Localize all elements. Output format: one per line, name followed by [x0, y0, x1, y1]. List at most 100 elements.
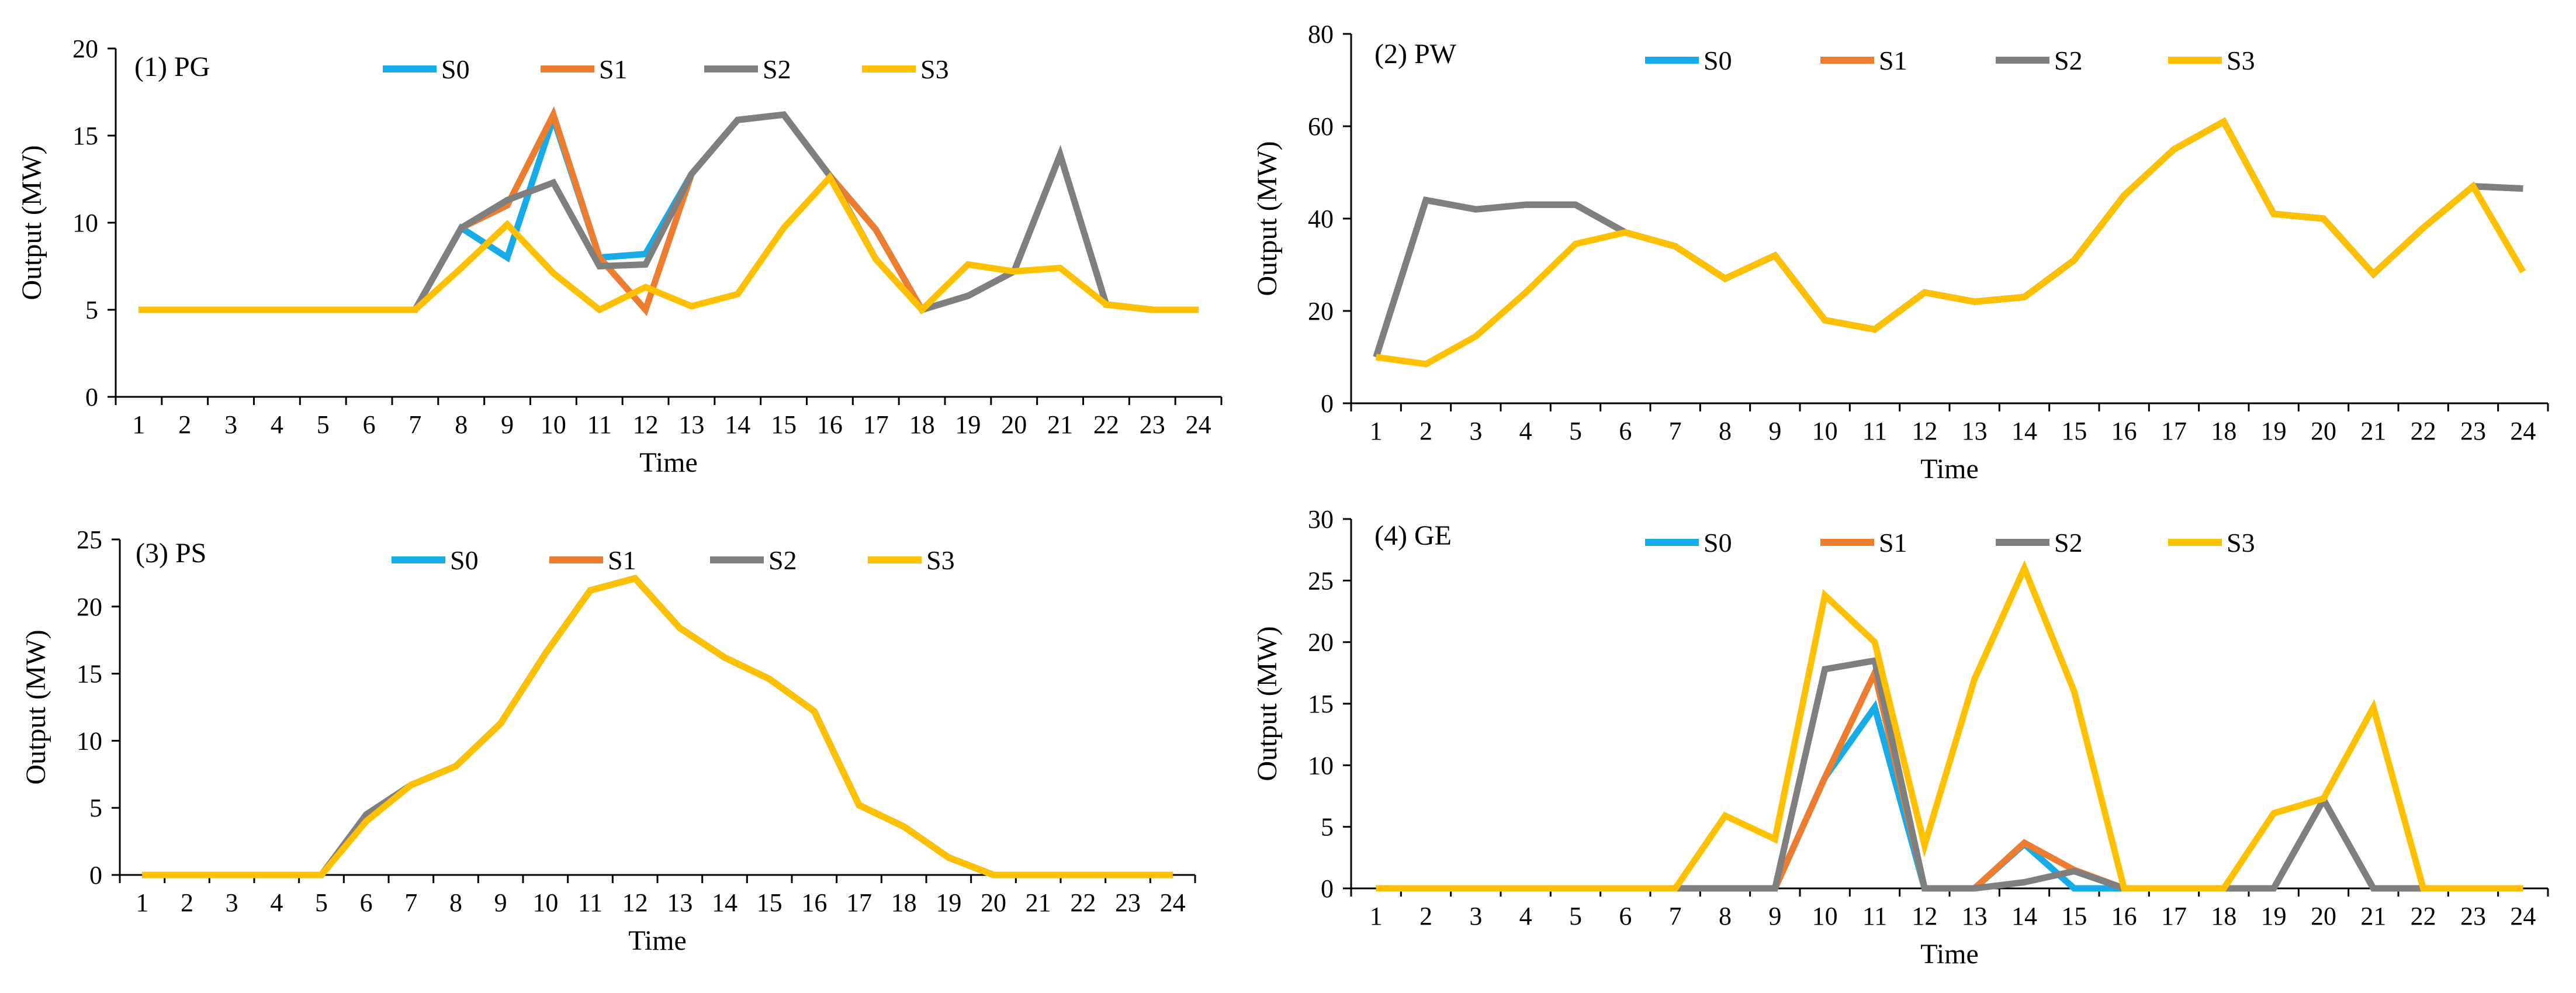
y-tick-label: 5	[1321, 813, 1334, 842]
x-tick-label: 4	[270, 888, 283, 917]
y-tick-label: 30	[1308, 505, 1334, 534]
x-tick-label: 8	[1719, 902, 1732, 930]
series-line-s2	[1373, 117, 2523, 358]
x-tick-label: 17	[2161, 417, 2187, 445]
x-tick-label: 17	[863, 410, 889, 439]
x-tick-label: 10	[1812, 902, 1838, 930]
y-axis-label: Output (MW)	[1252, 626, 1283, 781]
y-axis-label: Output (MW)	[1252, 141, 1283, 296]
x-tick-label: 23	[2460, 902, 2486, 930]
y-tick-label: 15	[1308, 690, 1334, 718]
chart-title: (4) GE	[1374, 520, 1452, 551]
x-tick-label: 1	[136, 888, 148, 917]
x-tick-label: 23	[1115, 888, 1141, 917]
y-tick-label: 0	[89, 861, 102, 890]
x-tick-label: 12	[633, 410, 659, 439]
x-tick-label: 1	[1370, 417, 1383, 445]
x-tick-label: 1	[1370, 902, 1383, 930]
series-line-s3	[1376, 560, 2523, 892]
legend-label-s3: S3	[2227, 528, 2255, 558]
x-tick-label: 22	[2411, 902, 2436, 930]
series-line-s0	[1373, 117, 2523, 358]
x-tick-label: 4	[271, 410, 283, 439]
y-tick-label: 20	[72, 34, 98, 63]
legend-label-s3: S3	[920, 54, 949, 84]
x-tick-label: 21	[2360, 902, 2386, 930]
y-tick-label: 5	[89, 794, 102, 822]
x-tick-label: 17	[2161, 902, 2187, 930]
x-axis-label: Time	[628, 925, 687, 956]
x-tick-label: 7	[1669, 417, 1682, 445]
legend-label-s1: S1	[599, 54, 628, 84]
x-tick-label: 12	[1912, 417, 1937, 445]
x-tick-label: 13	[678, 410, 704, 439]
x-tick-label: 1	[132, 410, 145, 439]
legend-label-s1: S1	[1879, 528, 1907, 558]
y-tick-label: 10	[1308, 751, 1334, 780]
x-tick-label: 23	[1140, 410, 1165, 439]
y-tick-label: 0	[85, 383, 98, 411]
x-tick-label: 3	[226, 888, 238, 917]
x-tick-label: 15	[757, 888, 783, 917]
y-axis-label: Output (MW)	[16, 145, 47, 300]
legend-label-s2: S2	[763, 54, 791, 84]
x-tick-label: 11	[578, 888, 603, 917]
x-tick-label: 24	[1186, 410, 1211, 439]
x-tick-label: 24	[2510, 902, 2536, 930]
x-tick-label: 14	[712, 888, 738, 917]
x-axis-label: Time	[1920, 939, 1979, 970]
legend-label-s2: S2	[768, 545, 797, 575]
x-tick-label: 5	[317, 410, 330, 439]
x-tick-label: 4	[1519, 902, 1532, 930]
x-axis-label: Time	[1920, 454, 1979, 485]
x-tick-label: 19	[955, 410, 981, 439]
x-tick-label: 3	[1469, 902, 1482, 930]
legend-label-s3: S3	[926, 545, 955, 575]
y-tick-label: 15	[72, 122, 98, 150]
legend-label-s1: S1	[608, 545, 636, 575]
x-tick-label: 23	[2460, 417, 2486, 445]
x-tick-label: 8	[1719, 417, 1732, 445]
x-tick-label: 2	[178, 410, 191, 439]
series-line-s1	[142, 575, 1173, 878]
y-tick-label: 20	[1308, 628, 1334, 657]
x-tick-label: 24	[1160, 888, 1186, 917]
x-tick-label: 24	[2510, 417, 2536, 445]
x-tick-label: 18	[2211, 417, 2236, 445]
x-tick-label: 5	[1569, 417, 1582, 445]
x-tick-label: 9	[1768, 902, 1781, 930]
legend-label-s0: S0	[450, 545, 479, 575]
x-tick-label: 21	[1026, 888, 1051, 917]
x-tick-label: 9	[1768, 417, 1781, 445]
x-tick-label: 20	[2311, 902, 2336, 930]
legend-label-s2: S2	[2054, 528, 2083, 558]
legend-label-s2: S2	[2054, 46, 2083, 75]
x-tick-label: 11	[587, 410, 612, 439]
x-tick-label: 16	[2111, 902, 2137, 930]
y-tick-label: 0	[1321, 389, 1334, 418]
chart-title: (1) PG	[134, 51, 210, 82]
series-line-s2	[1376, 656, 2523, 892]
legend-label-s1: S1	[1879, 46, 1907, 75]
legend-label-s0: S0	[441, 54, 470, 84]
x-tick-label: 6	[363, 410, 376, 439]
x-tick-label: 5	[315, 888, 328, 917]
series-line-s0	[1376, 700, 2523, 892]
series-line-s3	[1375, 117, 2526, 368]
x-tick-label: 4	[1519, 417, 1532, 445]
y-tick-label: 10	[72, 209, 98, 237]
series-line-s2	[142, 575, 1173, 878]
x-tick-label: 2	[1419, 417, 1432, 445]
x-tick-label: 18	[2211, 902, 2236, 930]
x-tick-label: 20	[2311, 417, 2336, 445]
y-tick-label: 15	[77, 660, 102, 688]
legend-label-s3: S3	[2227, 46, 2255, 75]
chart-title: (2) PW	[1374, 39, 1457, 70]
x-tick-label: 9	[501, 410, 514, 439]
x-tick-label: 13	[667, 888, 693, 917]
y-tick-label: 20	[1308, 297, 1334, 326]
x-tick-label: 19	[2261, 417, 2287, 445]
